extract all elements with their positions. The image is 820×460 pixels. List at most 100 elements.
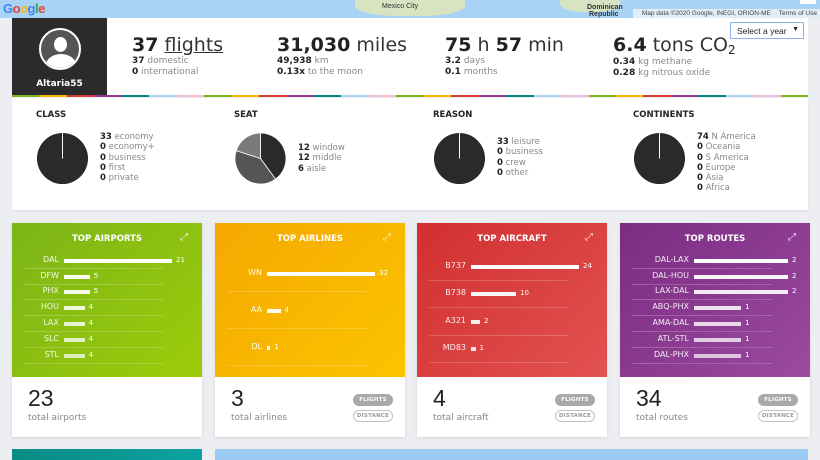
flights-toggle-button[interactable]: FLIGHTS	[353, 394, 393, 406]
bar-value: 1	[479, 344, 484, 353]
bar-row[interactable]: LAX 4	[24, 316, 164, 332]
legend-item: 33 economy	[100, 132, 154, 142]
stripe-segment	[204, 95, 232, 97]
pie-chart-class[interactable]	[36, 132, 89, 185]
bar[interactable]	[694, 353, 741, 358]
bar-row[interactable]: STL 4	[24, 348, 164, 364]
emissions-methane: 0.34 kg methane	[613, 57, 693, 67]
bar-row[interactable]: PHX 5	[24, 285, 164, 301]
bar-row[interactable]: DAL-PHX 1	[632, 348, 772, 364]
bar-row[interactable]: MD83 1	[429, 336, 569, 363]
pie-slice[interactable]	[260, 132, 287, 180]
pie-slice[interactable]	[235, 132, 261, 160]
bar[interactable]	[64, 290, 90, 295]
bar-row[interactable]: LAX-DAL 2	[632, 285, 796, 301]
map-land	[355, 0, 465, 16]
bar-label: LAX	[43, 318, 59, 328]
distance-miles: 31,030	[277, 34, 351, 56]
map-background[interactable]: Google Mexico City Dominican Republic Ma…	[0, 0, 820, 18]
distance-toggle-button[interactable]: DISTANCE	[555, 410, 595, 422]
bar[interactable]	[64, 258, 172, 263]
pie-chart-reason[interactable]	[433, 132, 486, 185]
flights-toggle-button[interactable]: FLIGHTS	[555, 394, 595, 406]
breakdown-title: CLASS	[36, 110, 67, 120]
flights-toggle-button[interactable]: FLIGHTS	[758, 394, 798, 406]
top-airports-chart: TOP AIRPORTS ⤢ DAL 21 DFW 5 PHX 5 HOU 4 LAX 4 SLC 4 S…	[12, 223, 202, 377]
bar-row[interactable]: WN 32	[227, 255, 388, 292]
bar-row[interactable]: HOU 4	[24, 300, 164, 317]
stripe-segment	[725, 95, 754, 97]
bar-row[interactable]: DFW 5	[24, 269, 164, 285]
bar-row[interactable]: B737 24	[429, 253, 592, 281]
bar-row[interactable]: ABQ-PHX 1	[632, 300, 772, 317]
google-logo[interactable]: Google	[3, 1, 45, 16]
breakdown-panel: CLASS 33 economy 0 economy+ 0 business 0 fir…	[12, 98, 808, 210]
bar[interactable]	[64, 274, 90, 279]
flights-domestic: 37 domestic	[132, 56, 189, 66]
expand-icon[interactable]: ⤢	[585, 232, 593, 243]
pie-chart-seat[interactable]	[234, 132, 287, 185]
distance-moon: 0.13x to the moon	[277, 67, 363, 77]
bar-row[interactable]: A321 2	[429, 308, 569, 336]
bar-value: 1	[745, 334, 750, 343]
bar-row[interactable]: SLC 4	[24, 332, 164, 348]
bar[interactable]	[267, 308, 281, 313]
bar-label: SLC	[43, 333, 59, 343]
bar-row[interactable]: DAL 21	[24, 253, 185, 269]
map-land	[560, 0, 620, 12]
bar[interactable]	[694, 274, 788, 279]
bar-row[interactable]: ATL-STL 1	[632, 332, 772, 348]
bar[interactable]	[64, 306, 85, 311]
flights-count: 37	[132, 34, 159, 56]
bar[interactable]	[471, 264, 579, 269]
bar-value: 5	[93, 271, 99, 280]
bar[interactable]	[471, 347, 476, 352]
bar-row[interactable]: AA 4	[227, 292, 367, 329]
bar[interactable]	[694, 290, 788, 295]
map-control-button[interactable]	[800, 0, 816, 4]
bar-list: DAL-LAX 2 DAL-HOU 2 LAX-DAL 2 ABQ-PHX 1 AMA-DAL 1…	[632, 253, 796, 364]
avatar-icon[interactable]	[39, 28, 81, 70]
bar[interactable]	[694, 322, 741, 327]
terms-of-use-link[interactable]: Terms of Use	[778, 10, 817, 17]
bar-value: 1	[274, 342, 279, 351]
next-card-teal	[12, 449, 202, 460]
legend-item: 0 Asia	[697, 173, 724, 184]
bar[interactable]	[64, 322, 85, 327]
bar-row[interactable]: B738 10	[429, 281, 569, 308]
year-select[interactable]: Select a year ▼	[730, 22, 804, 39]
legend-item: 0 S America	[697, 152, 749, 163]
bar[interactable]	[471, 292, 516, 297]
bar-label: STL	[44, 349, 59, 359]
bar-row[interactable]: DAL-LAX 2	[632, 253, 796, 269]
bar-value: 4	[88, 303, 94, 312]
legend-item: 0 Africa	[697, 183, 730, 194]
bar-row[interactable]: DAL-HOU 2	[632, 269, 796, 285]
stripe-segment	[66, 95, 95, 97]
expand-icon[interactable]: ⤢	[788, 232, 796, 243]
bar[interactable]	[694, 306, 741, 311]
top-routes-chart: TOP ROUTES ⤢ DAL-LAX 2 DAL-HOU 2 LAX-DAL 2 ABQ-…	[620, 223, 810, 377]
stripe-segment	[149, 95, 177, 97]
expand-icon[interactable]: ⤢	[180, 232, 188, 243]
bar-row[interactable]: DL 1	[227, 329, 367, 366]
stripe-segment	[341, 95, 369, 97]
stripe-segment	[533, 95, 562, 97]
bar[interactable]	[64, 337, 85, 342]
legend-item: 0 Europe	[697, 162, 736, 173]
bar[interactable]	[267, 271, 375, 276]
bar-row[interactable]: AMA-DAL 1	[632, 316, 772, 332]
pie-slice[interactable]	[234, 150, 277, 185]
bar[interactable]	[267, 345, 271, 350]
bar[interactable]	[64, 353, 85, 358]
distance-toggle-button[interactable]: DISTANCE	[758, 410, 798, 422]
bar[interactable]	[694, 258, 788, 263]
expand-icon[interactable]: ⤢	[383, 232, 391, 243]
legend-item: 6 aisle	[298, 163, 327, 174]
distance-toggle-button[interactable]: DISTANCE	[353, 410, 393, 422]
flights-link[interactable]: flights	[164, 34, 224, 56]
bar[interactable]	[471, 319, 480, 324]
pie-chart-continents[interactable]	[633, 132, 686, 185]
bar-label: AA	[250, 304, 262, 314]
bar[interactable]	[694, 337, 741, 342]
